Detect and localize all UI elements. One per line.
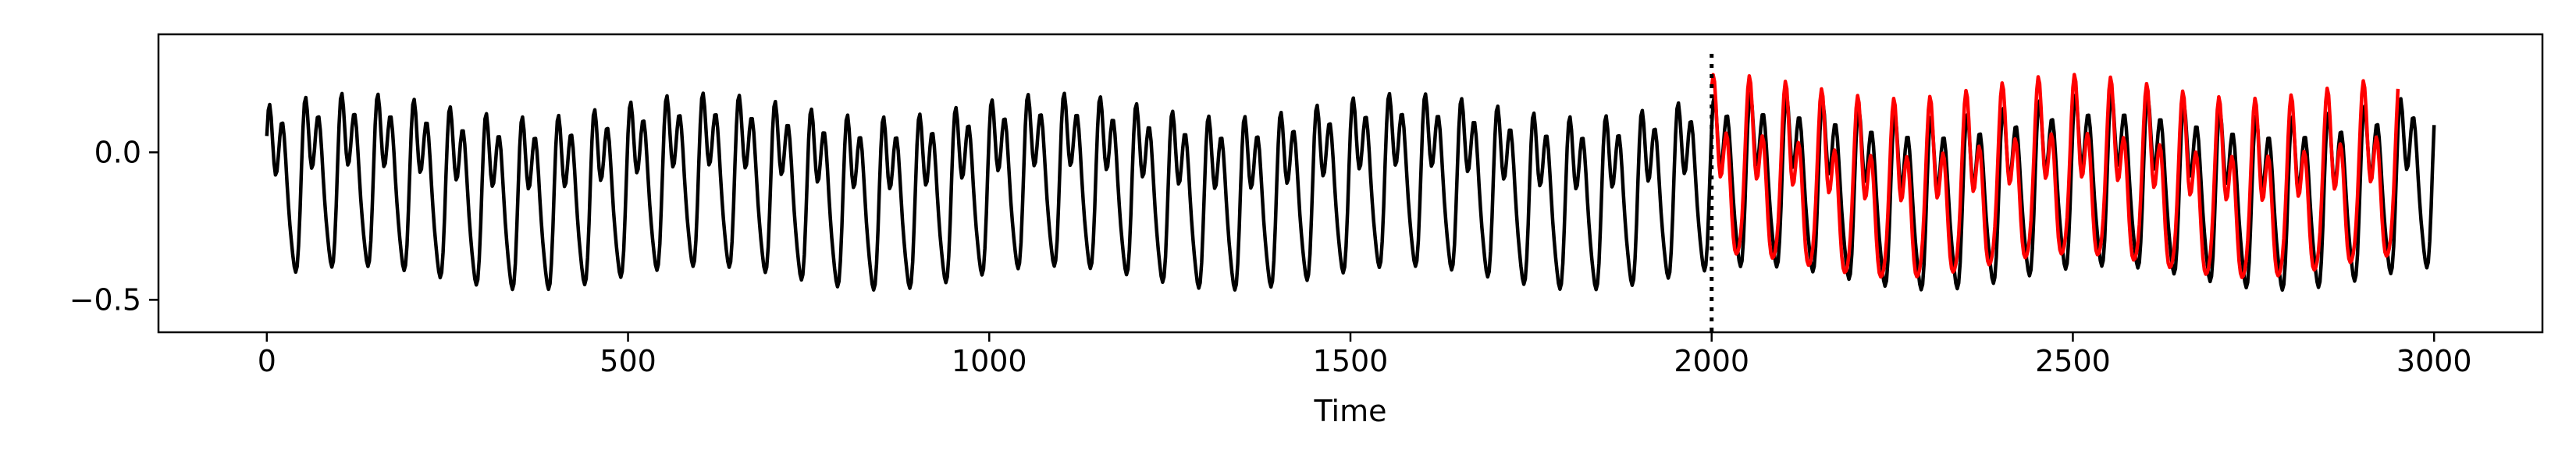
x-axis: 0 500 1000 1500 2000 2500 3000 bbox=[258, 332, 2472, 378]
x-tick-label: 1500 bbox=[1313, 344, 1389, 378]
x-tick-label: 0 bbox=[258, 344, 276, 378]
x-tick-label: 3000 bbox=[2396, 344, 2472, 378]
x-tick-label: 2000 bbox=[1674, 344, 1749, 378]
x-tick-label: 1000 bbox=[952, 344, 1027, 378]
y-tick-label: −0.5 bbox=[69, 282, 141, 317]
x-tick-label: 500 bbox=[600, 344, 656, 378]
series-line-black bbox=[265, 91, 2436, 292]
x-tick-label: 2500 bbox=[2035, 344, 2111, 378]
plot-frame bbox=[157, 33, 2544, 334]
x-axis-label: Time bbox=[1314, 394, 1387, 428]
y-tick-label: 0.0 bbox=[94, 135, 141, 169]
series-layer bbox=[265, 73, 2436, 292]
y-axis: 0.0 −0.5 bbox=[69, 135, 158, 317]
series-line-red bbox=[1710, 73, 2400, 279]
